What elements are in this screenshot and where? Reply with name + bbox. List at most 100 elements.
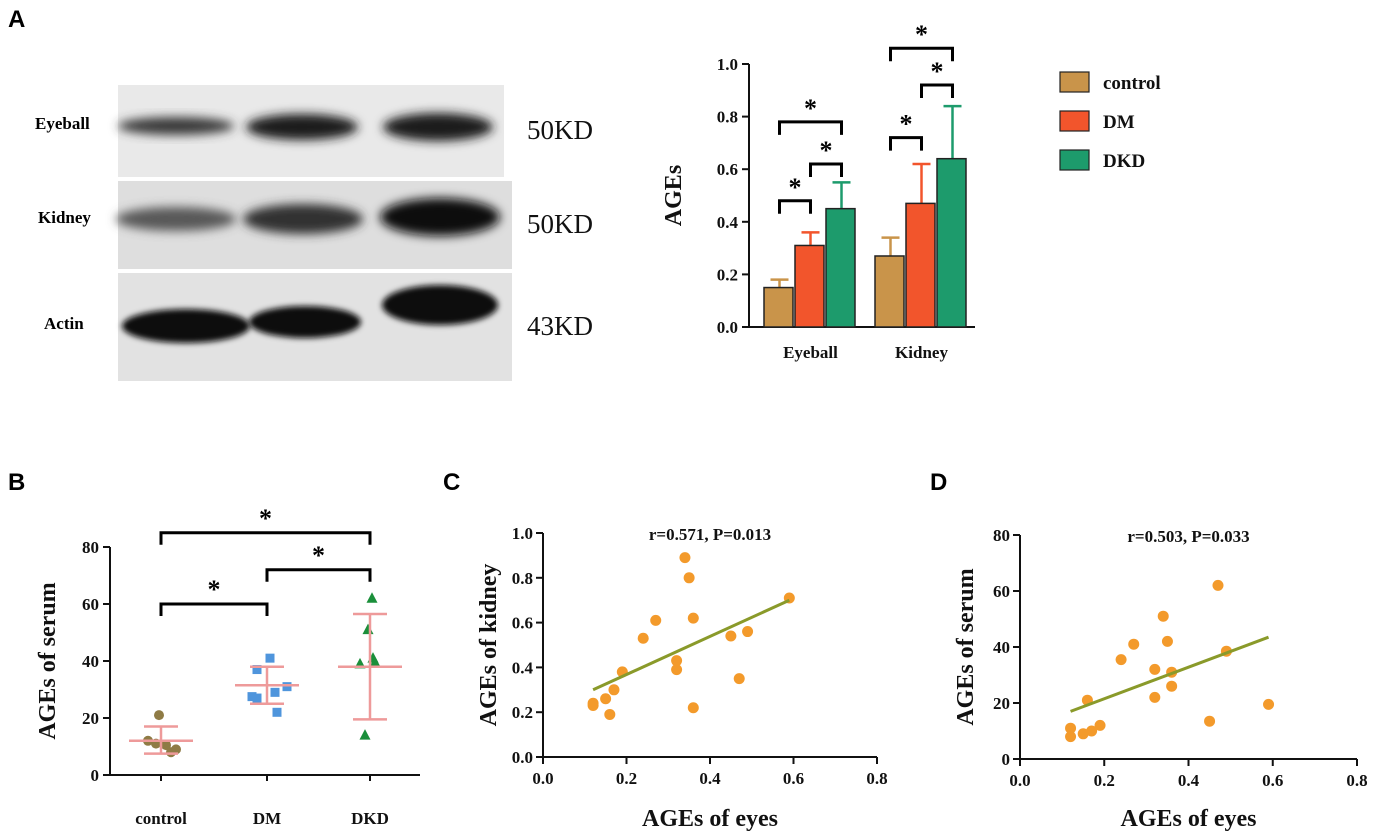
chart-c-x-tick-label: 0.8 [866,769,887,788]
chart-a-bar-control [874,255,905,328]
chart-d-point [1149,691,1161,703]
chart-b-significance-bracket [159,531,372,545]
chart-a-significance-star: * [900,110,913,139]
chart-b-point-dm [247,692,257,702]
chart-b-y-tick-label: 80 [82,538,99,557]
chart-b-x-tick-label: control [135,809,187,828]
chart-a-significance-bracket [809,162,843,177]
panel-letter-a: A [8,6,25,33]
chart-b-point-dm [282,682,292,692]
chart-d-point [1166,680,1178,692]
western-blot [116,85,512,381]
chart-b-point-dm [270,687,280,697]
chart-a-y-axis-title: AGEs [661,165,687,226]
chart-c-annotation: r=0.571, P=0.013 [649,525,771,544]
chart-b-significance-star: * [208,575,221,604]
chart-d-y-tick-label: 20 [993,694,1010,713]
chart-b-y-tick-label: 20 [82,709,99,728]
chart-c-x-tick-label: 0.2 [616,769,637,788]
chart-b-significance-bracket [265,568,372,582]
chart-b-point-dkd [369,656,381,667]
chart-c-point [742,626,754,638]
chart-c-point [608,684,620,696]
chart-b-dotplot: 0 20 40 60 80 AGEs of serum control DM DKD * * * [35,504,420,828]
chart-d-point [1263,698,1275,710]
chart-d-y-tick-label: 40 [993,638,1010,657]
panel-letter-c: C [443,469,460,496]
chart-d-point [1128,638,1140,650]
chart-b-point-dm [252,665,262,675]
chart-a-significance-star: * [789,173,802,202]
chart-c-x-tick-label: 0.4 [699,769,721,788]
chart-d-point [1204,715,1216,727]
chart-c-y-tick-label: 1.0 [512,524,533,543]
chart-d-point [1149,663,1161,675]
band-eyeball-dkd [383,113,493,141]
band-actin-control [122,309,250,343]
chart-d-point [1065,722,1077,734]
blot-label-eyeball: Eyeball [35,114,90,133]
chart-d-point [1212,579,1224,591]
chart-d-x-tick-label: 0.2 [1094,771,1115,790]
chart-d-x-tick-label: 0.6 [1262,771,1283,790]
chart-c-point [671,655,683,667]
chart-d-point [1161,635,1173,647]
chart-b-significance-star: * [259,504,272,533]
chart-b-x-tick-label: DM [253,809,281,828]
band-kidney-dm [243,204,363,234]
chart-a-x-tick-label: Kidney [895,343,948,362]
chart-a-y-tick-label: 0.8 [717,108,738,127]
chart-a-y-tick-label: 0.6 [717,160,738,179]
chart-a-y-tick-label: 1.0 [717,55,738,74]
band-actin-dm [249,306,361,338]
chart-d-y-axis-title: AGEs of serum [953,568,979,725]
chart-c-point [650,614,662,626]
panel-letter-b: B [8,469,25,496]
chart-c-y-tick-label: 0.6 [512,614,533,633]
chart-a-bar-dm [794,244,825,328]
chart-b-point-dm [272,707,282,717]
chart-a-significance-bracket [778,199,812,214]
chart-a-bar-dkd [825,207,856,328]
legend-label-control: control [1103,73,1161,94]
chart-a-bar-control [763,286,794,328]
blot-size-kidney: 50KD [527,209,593,239]
chart-c-y-tick-label: 0.4 [512,658,534,677]
blot-label-kidney: Kidney [38,208,91,227]
chart-a-significance-star: * [931,57,944,86]
chart-c-x-axis-title: AGEs of eyes [642,806,778,831]
chart-a-y-tick-label: 0.4 [717,213,739,232]
chart-b-y-tick-label: 40 [82,652,99,671]
chart-b-significance-star: * [312,541,325,570]
chart-a-y-tick-label: 0.0 [717,318,738,337]
chart-b-point-dm [252,693,262,703]
chart-b-y-tick-label: 60 [82,595,99,614]
chart-b-y-axis-title: AGEs of serum [35,582,61,739]
chart-c-y-tick-label: 0.0 [512,748,533,767]
chart-a-significance-star: * [804,94,817,123]
chart-d-point [1094,719,1106,731]
chart-a-bar-dkd [936,157,967,328]
legend-swatch-control [1059,71,1090,93]
chart-c-point [683,572,695,584]
chart-a-significance-bracket [889,46,954,62]
chart-a-y-tick-label: 0.2 [717,265,738,284]
chart-c-y-tick-label: 0.2 [512,703,533,722]
chart-b-x-tick-label: DKD [351,809,389,828]
chart-d-point [1065,731,1077,743]
chart-a-significance-bracket [778,120,843,135]
chart-c-point [637,632,649,644]
chart-c-point [733,673,745,685]
chart-c-point [687,612,699,624]
band-kidney-control [116,207,236,231]
chart-c-x-tick-label: 0.6 [783,769,804,788]
chart-c-point [600,693,612,705]
legend-swatch-dm [1059,110,1090,132]
band-eyeball-dm [246,114,358,140]
chart-d-y-tick-label: 0 [1002,750,1011,769]
chart-d-point [1086,725,1098,737]
chart-a-significance-bracket [889,136,923,151]
chart-b-point-dkd [359,729,371,740]
chart-d-x-tick-label: 0.4 [1178,771,1200,790]
